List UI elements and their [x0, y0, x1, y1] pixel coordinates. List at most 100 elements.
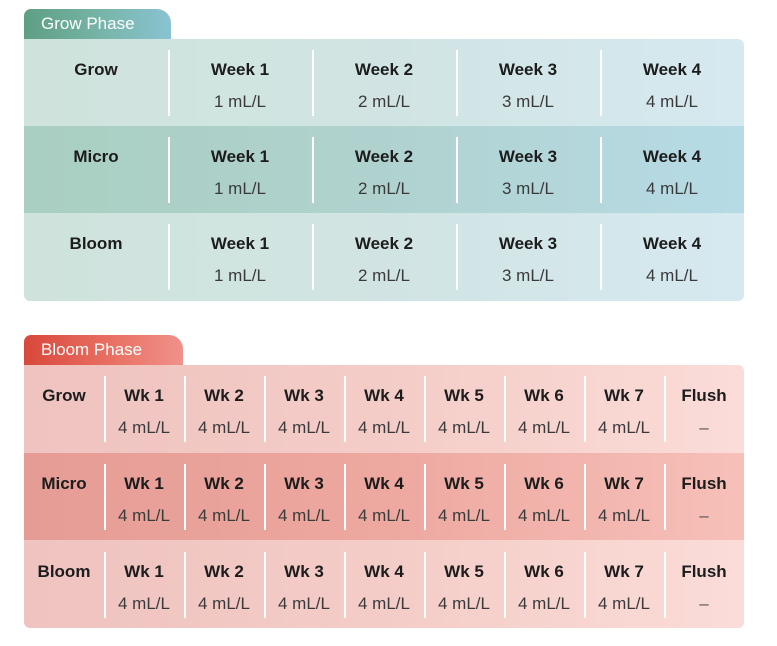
- week-label: Wk 2: [204, 562, 244, 581]
- week-label: Flush: [681, 474, 727, 493]
- dose-value: 4 mL/L: [646, 266, 698, 285]
- week-label: Wk 7: [604, 474, 644, 493]
- week-label: Wk 5: [444, 386, 484, 405]
- schedule-cell: Wk 6 4 mL/L: [504, 365, 584, 452]
- schedule-cell: Week 1 1 mL/L: [168, 39, 312, 126]
- schedule-cell: Wk 5 4 mL/L: [424, 453, 504, 540]
- dose-value: 3 mL/L: [502, 266, 554, 285]
- row-label-text: Grow: [42, 386, 86, 405]
- dose-value: 4 mL/L: [358, 594, 410, 613]
- row-label-text: Micro: [41, 474, 87, 493]
- dose-value: –: [699, 506, 709, 525]
- schedule-cell: Week 2 2 mL/L: [312, 213, 456, 300]
- row-label-text: Bloom: [37, 562, 91, 581]
- schedule-cell: Wk 2 4 mL/L: [184, 453, 264, 540]
- dose-value: 4 mL/L: [278, 418, 330, 437]
- dose-value: 4 mL/L: [278, 594, 330, 613]
- week-label: Wk 1: [124, 474, 164, 493]
- week-label: Flush: [681, 562, 727, 581]
- schedule-cell: Week 3 3 mL/L: [456, 39, 600, 126]
- schedule-cell: Flush –: [664, 365, 744, 452]
- schedule-cell: Wk 6 4 mL/L: [504, 453, 584, 540]
- week-label: Week 4: [642, 60, 702, 79]
- schedule-cell: Week 4 4 mL/L: [600, 126, 744, 213]
- dose-value: 2 mL/L: [358, 266, 410, 285]
- schedule-cell: Week 2 2 mL/L: [312, 126, 456, 213]
- dose-value: 2 mL/L: [358, 92, 410, 111]
- dose-value: 4 mL/L: [438, 594, 490, 613]
- week-label: Wk 3: [284, 562, 324, 581]
- dose-value: 1 mL/L: [214, 179, 266, 198]
- schedule-cell: Wk 1 4 mL/L: [104, 541, 184, 628]
- row-label-text: Bloom: [69, 234, 123, 253]
- week-label: Wk 4: [364, 474, 404, 493]
- grow-phase-table: Grow Week 1 1 mL/L Week 2 2 mL/L Week 3 3 m…: [24, 39, 744, 301]
- week-label: Week 2: [354, 60, 414, 79]
- week-label: Wk 5: [444, 562, 484, 581]
- schedule-cell: Wk 7 4 mL/L: [584, 453, 664, 540]
- dose-value: 4 mL/L: [118, 594, 170, 613]
- dose-value: 4 mL/L: [518, 594, 570, 613]
- week-label: Wk 6: [524, 386, 564, 405]
- schedule-cell: Wk 4 4 mL/L: [344, 453, 424, 540]
- dose-value: 4 mL/L: [598, 594, 650, 613]
- week-label: Wk 7: [604, 562, 644, 581]
- schedule-cell: Wk 3 4 mL/L: [264, 365, 344, 452]
- row-label: Grow: [24, 39, 168, 126]
- grow-phase-row-bloom: Bloom Week 1 1 mL/L Week 2 2 mL/L Week 3 3 …: [24, 213, 744, 300]
- dose-value: –: [699, 418, 709, 437]
- dose-value: 4 mL/L: [358, 418, 410, 437]
- dose-value: 4 mL/L: [646, 179, 698, 198]
- dose-value: 4 mL/L: [438, 418, 490, 437]
- schedule-cell: Week 2 2 mL/L: [312, 39, 456, 126]
- schedule-cell: Flush –: [664, 541, 744, 628]
- row-label: Bloom: [24, 541, 104, 628]
- dose-value: 4 mL/L: [118, 418, 170, 437]
- week-label: Week 3: [498, 147, 558, 166]
- schedule-cell: Wk 1 4 mL/L: [104, 365, 184, 452]
- schedule-cell: Wk 6 4 mL/L: [504, 541, 584, 628]
- bloom-phase-row-grow: Grow Wk 1 4 mL/L Wk 2 4 mL/L Wk 3 4 mL/L Wk…: [24, 365, 744, 452]
- grow-phase-row-grow: Grow Week 1 1 mL/L Week 2 2 mL/L Week 3 3 m…: [24, 39, 744, 126]
- week-label: Week 2: [354, 147, 414, 166]
- week-label: Wk 1: [124, 562, 164, 581]
- week-label: Wk 1: [124, 386, 164, 405]
- schedule-cell: Flush –: [664, 453, 744, 540]
- dose-value: 4 mL/L: [358, 506, 410, 525]
- week-label: Wk 2: [204, 386, 244, 405]
- week-label: Week 1: [210, 234, 270, 253]
- dose-value: 2 mL/L: [358, 179, 410, 198]
- week-label: Wk 4: [364, 562, 404, 581]
- week-label: Wk 3: [284, 474, 324, 493]
- dose-value: 3 mL/L: [502, 92, 554, 111]
- schedule-cell: Wk 1 4 mL/L: [104, 453, 184, 540]
- dose-value: 4 mL/L: [518, 418, 570, 437]
- week-label: Wk 4: [364, 386, 404, 405]
- week-label: Week 3: [498, 60, 558, 79]
- week-label: Week 4: [642, 234, 702, 253]
- schedule-cell: Week 1 1 mL/L: [168, 213, 312, 300]
- schedule-cell: Week 4 4 mL/L: [600, 39, 744, 126]
- week-label: Week 3: [498, 234, 558, 253]
- schedule-cell: Wk 5 4 mL/L: [424, 365, 504, 452]
- bloom-phase-tab: Bloom Phase: [24, 335, 183, 365]
- row-label: Grow: [24, 365, 104, 452]
- dose-value: 4 mL/L: [598, 506, 650, 525]
- schedule-cell: Wk 2 4 mL/L: [184, 541, 264, 628]
- week-label: Wk 2: [204, 474, 244, 493]
- week-label: Wk 5: [444, 474, 484, 493]
- dose-value: 3 mL/L: [502, 179, 554, 198]
- schedule-cell: Week 4 4 mL/L: [600, 213, 744, 300]
- week-label: Week 2: [354, 234, 414, 253]
- dose-value: 4 mL/L: [198, 594, 250, 613]
- dose-value: 4 mL/L: [198, 418, 250, 437]
- dose-value: 4 mL/L: [518, 506, 570, 525]
- row-label-text: Grow: [74, 60, 118, 79]
- grow-phase-row-micro: Micro Week 1 1 mL/L Week 2 2 mL/L Week 3 3 …: [24, 126, 744, 213]
- schedule-cell: Wk 7 4 mL/L: [584, 541, 664, 628]
- week-label: Wk 3: [284, 386, 324, 405]
- schedule-cell: Wk 2 4 mL/L: [184, 365, 264, 452]
- dose-value: 1 mL/L: [214, 92, 266, 111]
- row-label-text: Micro: [73, 147, 119, 166]
- bloom-phase-row-bloom: Bloom Wk 1 4 mL/L Wk 2 4 mL/L Wk 3 4 mL/L W…: [24, 541, 744, 628]
